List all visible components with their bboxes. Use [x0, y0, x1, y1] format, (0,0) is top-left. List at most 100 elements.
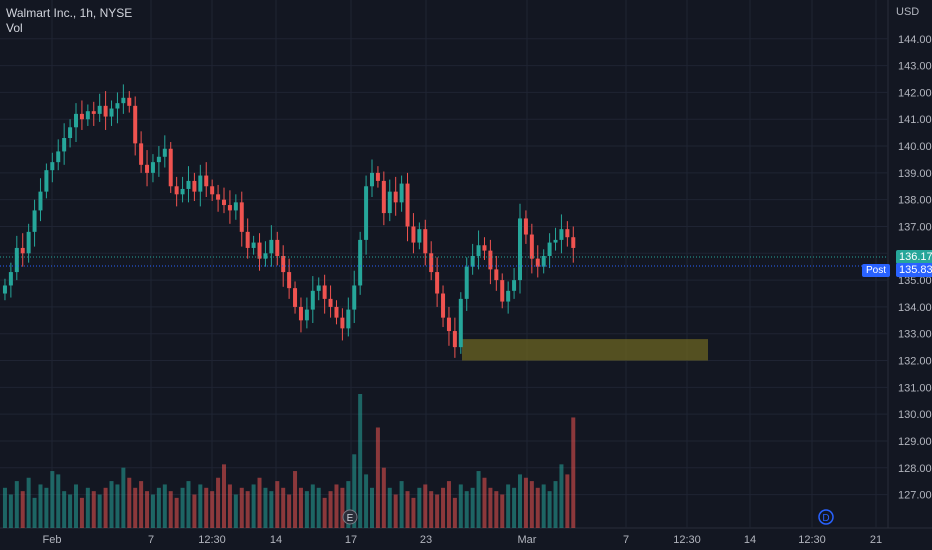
volume-bar	[458, 484, 463, 528]
volume-bar	[14, 481, 19, 528]
volume-bar	[452, 497, 457, 528]
candle-body	[91, 111, 96, 114]
candle-body	[393, 191, 398, 203]
volume-bar	[429, 491, 434, 528]
volume-bar	[387, 487, 392, 528]
volume-bar	[446, 481, 451, 528]
candle-body	[109, 108, 114, 117]
volume-bar	[198, 484, 203, 528]
time-tick-label: Mar	[518, 534, 537, 546]
candle-body	[150, 162, 155, 173]
volume-bar	[275, 481, 280, 528]
volume-bar	[168, 491, 173, 528]
price-tick-label: 135.00	[898, 275, 932, 287]
volume-bar	[381, 467, 386, 528]
volume-bar	[227, 484, 232, 528]
candle-body	[44, 170, 49, 192]
candle-body	[239, 202, 244, 232]
price-tick-label: 129.00	[898, 436, 932, 448]
candle-body	[518, 218, 522, 281]
volume-bar	[488, 487, 493, 528]
candles	[0, 84, 888, 358]
candle-body	[79, 113, 84, 120]
candle-body	[269, 239, 274, 254]
volume-bar	[251, 484, 256, 528]
candle-body	[429, 253, 434, 273]
volume-bar	[79, 497, 84, 528]
volume-bar	[494, 491, 499, 528]
candle-body	[559, 229, 564, 240]
volume-bar	[115, 484, 120, 528]
volume-bar	[2, 487, 7, 528]
volume-bars	[2, 394, 576, 528]
volume-bar	[257, 477, 262, 528]
candle-body	[364, 186, 369, 240]
dividend-marker-label: D	[822, 513, 829, 524]
candle-body	[399, 183, 404, 203]
candle-body	[97, 105, 102, 114]
price-tick-label: 138.00	[898, 195, 932, 207]
candle-body	[370, 172, 374, 187]
candle-body	[470, 255, 475, 267]
currency-label[interactable]: USD	[896, 6, 920, 18]
volume-bar	[352, 454, 357, 528]
candle-body	[435, 272, 440, 294]
candle-body	[115, 103, 120, 109]
volume-bar	[239, 487, 244, 528]
volume-bar	[553, 481, 558, 528]
candle-body	[50, 162, 55, 171]
time-axis[interactable]: Feb 7 12:30 14 17 23 Mar 7 12:30 14 12:30 21	[43, 534, 883, 546]
volume-bar	[150, 494, 155, 528]
symbol-title[interactable]: Walmart Inc., 1h, NYSE	[6, 6, 133, 20]
candle-body	[281, 255, 286, 273]
volume-bar	[192, 494, 197, 528]
volume-bar	[559, 464, 564, 528]
candle-body	[334, 306, 339, 318]
time-tick-label: 12:30	[673, 534, 701, 546]
earnings-marker-icon[interactable]	[342, 509, 358, 525]
dividend-marker-icon[interactable]	[818, 509, 834, 525]
price-tick-label: 132.00	[898, 356, 932, 368]
volume-bar	[269, 491, 274, 528]
candle-body	[494, 269, 499, 281]
candle-body	[85, 111, 90, 120]
volume-bar	[180, 487, 185, 528]
candle-body	[103, 105, 108, 117]
post-market-label: Post	[862, 264, 891, 277]
candle-body	[375, 172, 380, 181]
candle-body	[275, 239, 280, 256]
volume-bar	[38, 484, 43, 528]
volume-bar	[293, 471, 298, 528]
candle-body	[417, 229, 422, 243]
support-zone[interactable]	[462, 339, 708, 361]
candle-body	[512, 280, 517, 291]
volume-bar	[411, 497, 416, 528]
volume-bar	[216, 477, 221, 528]
candle-body	[14, 247, 19, 273]
candle-body	[186, 180, 191, 189]
price-tick-label: 127.00	[898, 490, 932, 502]
candle-body	[257, 242, 262, 259]
candle-body	[121, 97, 126, 104]
time-tick-label: 23	[420, 534, 432, 546]
candle-body	[411, 226, 416, 243]
volume-label[interactable]: Vol	[6, 21, 23, 35]
volume-bar	[109, 481, 114, 528]
price-tick-label: 143.00	[898, 61, 932, 73]
volume-bar	[435, 494, 440, 528]
candle-body	[328, 298, 333, 307]
volume-bar	[26, 477, 31, 528]
candle-body	[174, 186, 179, 195]
volume-bar	[133, 487, 138, 528]
price-tick-label: 128.00	[898, 463, 932, 475]
volume-bar	[417, 487, 422, 528]
price-tick-label: 133.00	[898, 329, 932, 341]
candle-body	[156, 156, 161, 163]
volume-bar	[50, 471, 55, 528]
volume-bar	[44, 487, 49, 528]
candle-body	[322, 285, 327, 299]
candle-body	[387, 191, 392, 214]
candle-body	[133, 105, 138, 144]
